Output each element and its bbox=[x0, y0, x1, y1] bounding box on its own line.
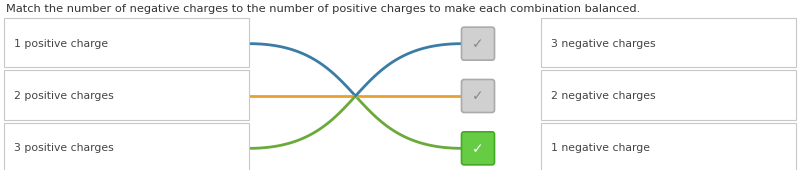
Text: ✓: ✓ bbox=[472, 37, 484, 51]
FancyBboxPatch shape bbox=[4, 18, 249, 67]
Text: ✓: ✓ bbox=[472, 89, 484, 104]
Text: 1 negative charge: 1 negative charge bbox=[551, 143, 650, 153]
Text: ✓: ✓ bbox=[472, 142, 484, 156]
FancyBboxPatch shape bbox=[541, 123, 796, 170]
FancyBboxPatch shape bbox=[4, 123, 249, 170]
FancyBboxPatch shape bbox=[541, 70, 796, 120]
Text: 2 negative charges: 2 negative charges bbox=[551, 91, 656, 101]
Text: 2 positive charges: 2 positive charges bbox=[14, 91, 114, 101]
Text: 1 positive charge: 1 positive charge bbox=[14, 39, 108, 49]
Text: Match the number of negative charges to the number of positive charges to make e: Match the number of negative charges to … bbox=[6, 4, 640, 14]
Text: 3 negative charges: 3 negative charges bbox=[551, 39, 656, 49]
Text: 3 positive charges: 3 positive charges bbox=[14, 143, 114, 153]
FancyBboxPatch shape bbox=[462, 27, 494, 60]
FancyBboxPatch shape bbox=[4, 70, 249, 120]
FancyBboxPatch shape bbox=[462, 132, 494, 165]
FancyBboxPatch shape bbox=[462, 80, 494, 113]
FancyBboxPatch shape bbox=[541, 18, 796, 67]
